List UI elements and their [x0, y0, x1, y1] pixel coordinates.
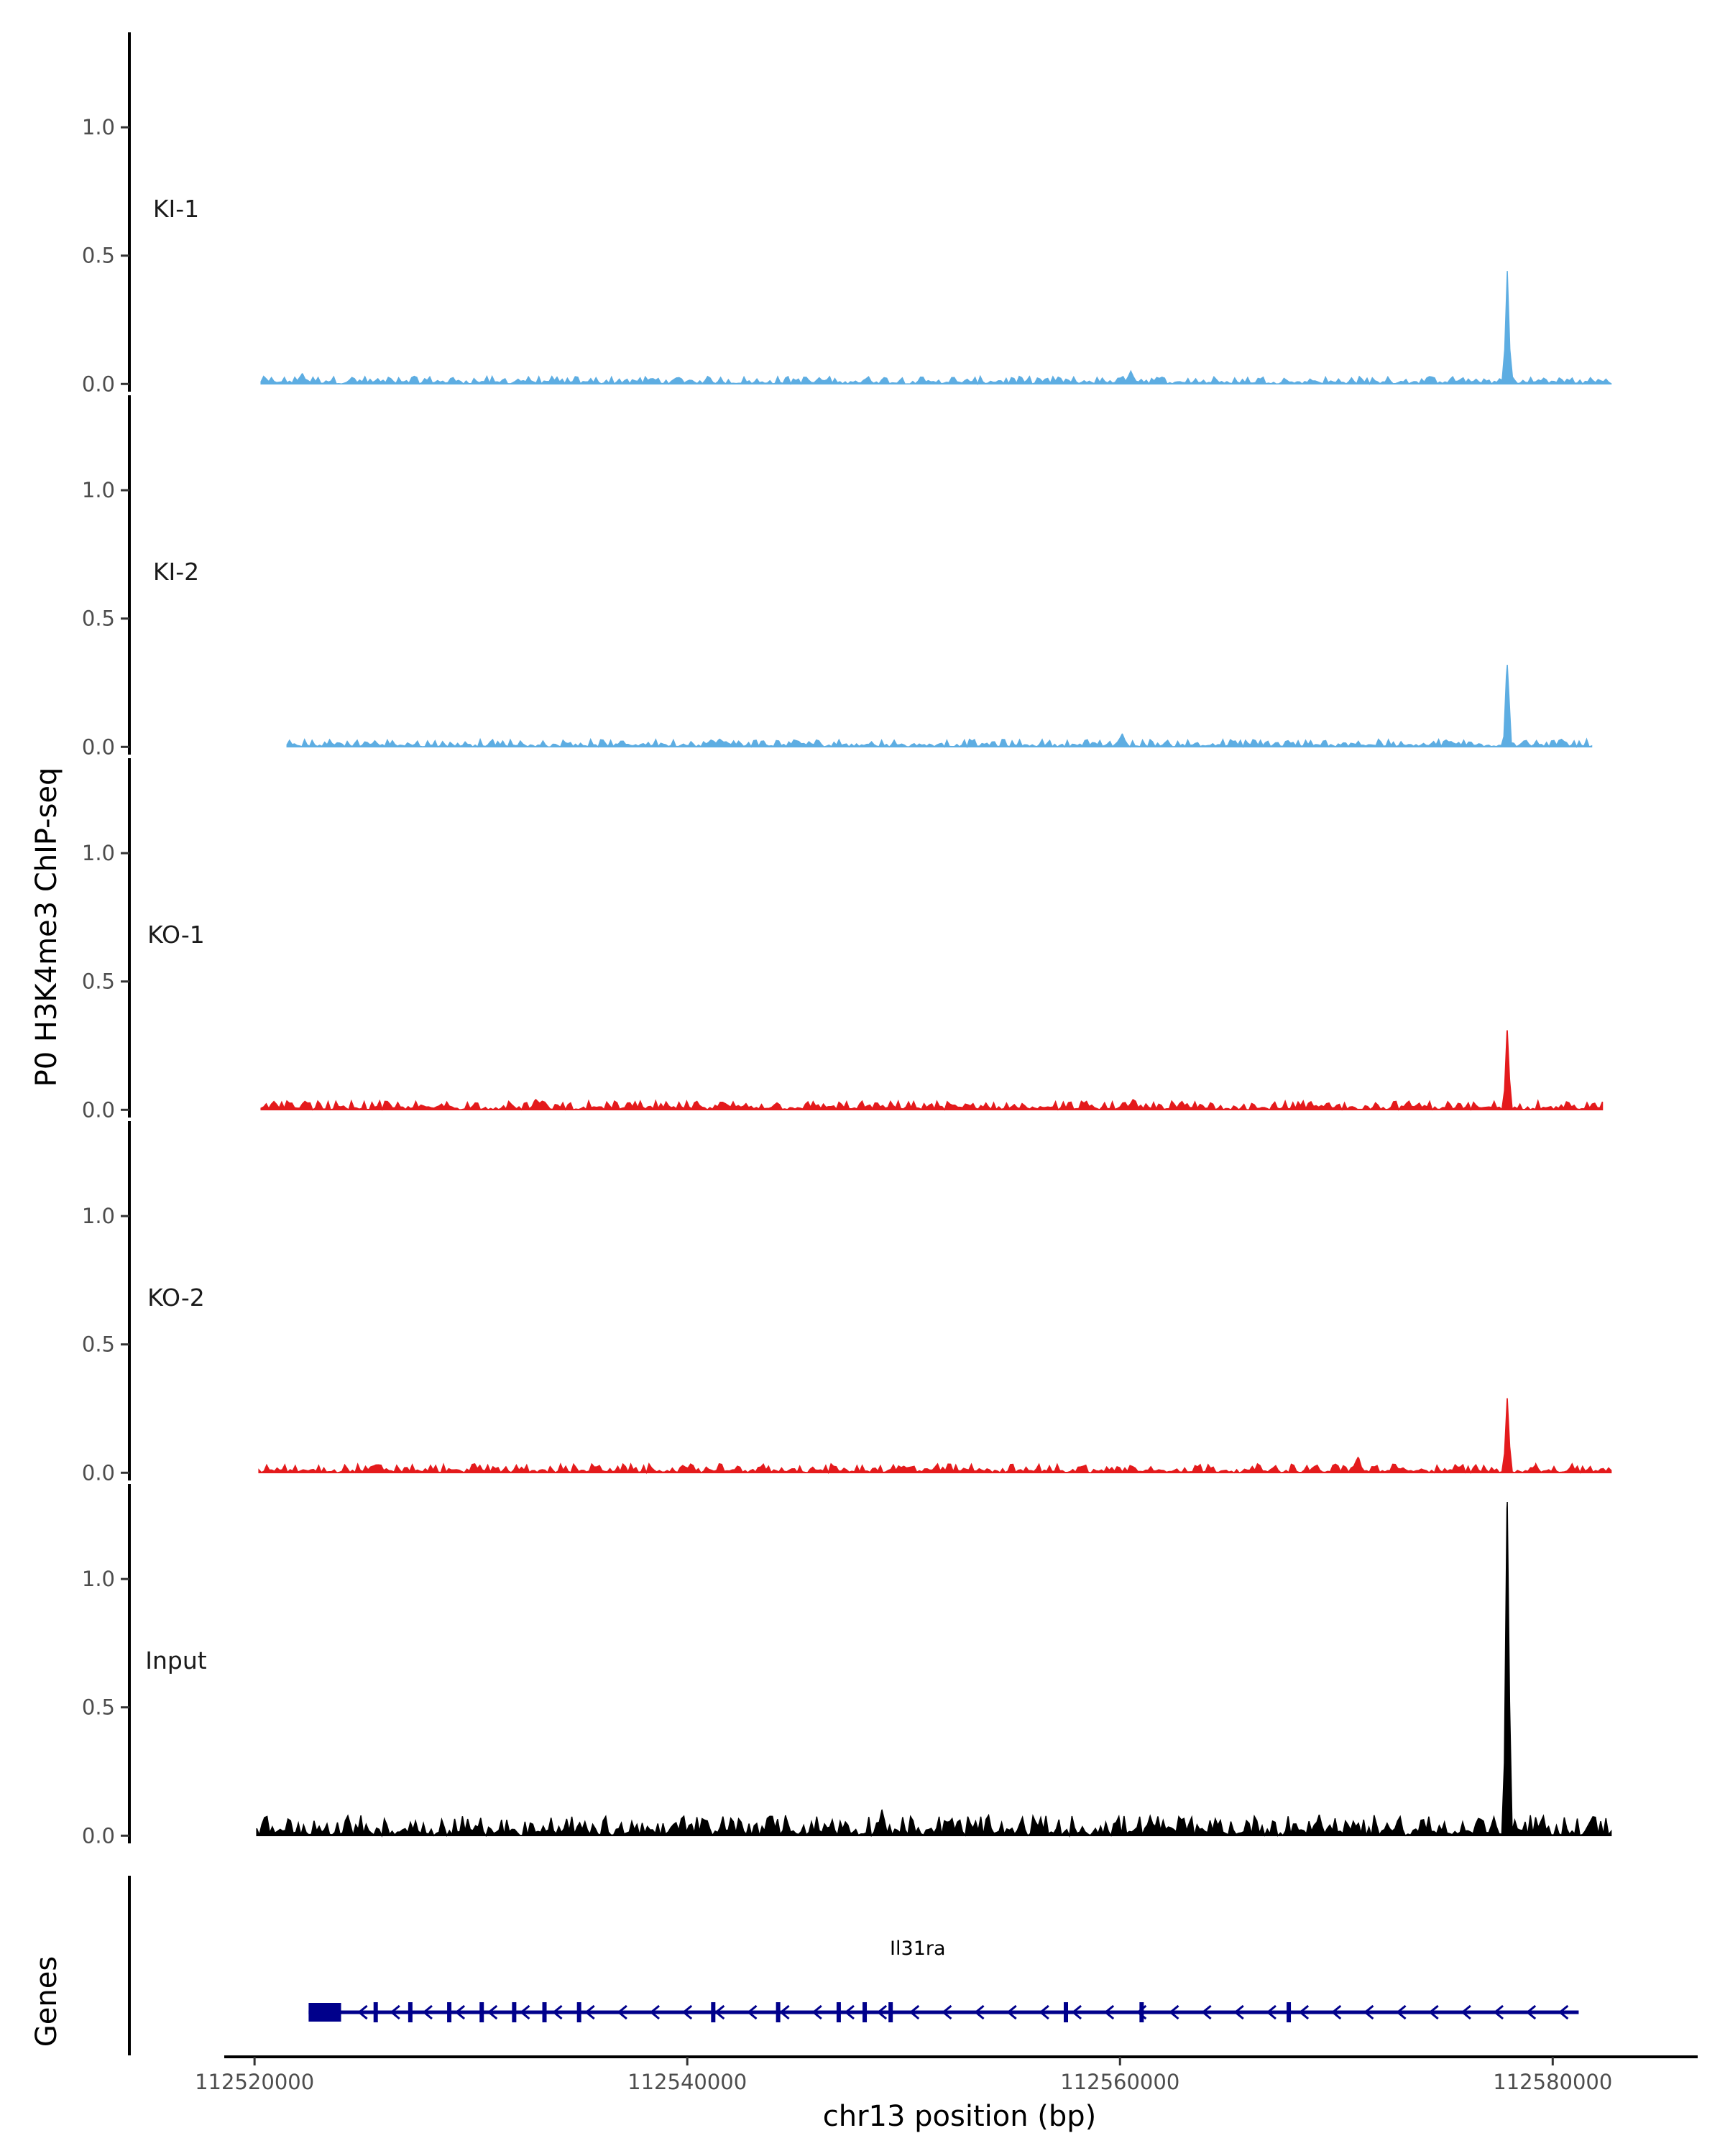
x-tick-label: 112580000	[1493, 2070, 1612, 2094]
strand-arrow	[1103, 2004, 1115, 2020]
x-axis-title: chr13 position (bp)	[823, 2100, 1097, 2133]
strand-arrow	[454, 2004, 466, 2020]
strand-arrow	[584, 2004, 595, 2020]
strand-arrow	[1233, 2004, 1244, 2020]
y-tick-label: 1.0	[82, 1567, 115, 1591]
signal-area	[260, 1030, 1604, 1111]
strand-arrow	[617, 2004, 627, 2020]
strand-arrow	[1266, 2004, 1276, 2020]
genes-axis-title: Genes	[30, 1956, 63, 2047]
strand-arrow	[1363, 2004, 1374, 2020]
x-tick-label: 112520000	[195, 2070, 314, 2094]
y-tick-label: 1.0	[82, 478, 115, 502]
strand-arrow	[1006, 2004, 1017, 2020]
strand-arrow	[844, 2004, 855, 2020]
y-tick-label: 0.0	[82, 1460, 115, 1485]
strand-arrow	[779, 2004, 790, 2020]
gene-exon	[711, 2002, 716, 2022]
gene-exon	[408, 2002, 413, 2022]
strand-arrow	[747, 2004, 758, 2020]
strand-arrow	[487, 2004, 498, 2020]
track-label: KO-1	[147, 921, 205, 949]
gene-exon	[862, 2002, 868, 2022]
gene-exon	[512, 2002, 517, 2022]
signal-area	[260, 271, 1612, 386]
tracks-layer: 0.00.51.0KI-10.00.51.0KI-20.00.51.0KO-10…	[82, 32, 1612, 1848]
y-tick-label: 1.0	[82, 841, 115, 865]
strand-arrow	[552, 2004, 563, 2020]
y-tick-label: 0.5	[82, 1332, 115, 1357]
strand-arrow	[1071, 2004, 1082, 2020]
y-tick-label: 1.0	[82, 1204, 115, 1228]
strand-arrow	[1169, 2004, 1179, 2020]
y-tick-label: 0.0	[82, 734, 115, 759]
track-label: KI-1	[153, 195, 199, 223]
track-label: KI-2	[153, 558, 199, 586]
strand-arrow	[1428, 2004, 1439, 2020]
strand-arrow	[422, 2004, 433, 2020]
y-axis-title: P0 H3K4me3 ChIP-seq	[30, 768, 63, 1087]
y-tick-label: 0.5	[82, 244, 115, 268]
x-tick-label: 112560000	[1060, 2070, 1179, 2094]
signal-area	[256, 1501, 1612, 1838]
strand-arrow	[1330, 2004, 1342, 2020]
gene-exon	[888, 2002, 893, 2022]
strand-arrow	[876, 2004, 888, 2020]
gene-exon	[373, 2002, 378, 2022]
track-ko-1: 0.0 0.5 1.0 KO-1	[82, 758, 1604, 1122]
strand-arrow	[714, 2004, 725, 2020]
gene-name-label: Il31ra	[890, 1938, 945, 1960]
gene-exon	[576, 2002, 581, 2022]
track-input: 0.0 0.5 1.0 Input	[82, 1484, 1612, 1848]
track-ki-1: 0.0 0.5 1.0 KI-1	[82, 32, 1612, 396]
strand-arrow	[942, 2004, 952, 2020]
strand-arrow	[811, 2004, 822, 2020]
gene-exon	[776, 2002, 781, 2022]
gene-utr	[308, 2003, 341, 2022]
strand-arrow	[390, 2004, 400, 2020]
gene-exon	[542, 2002, 547, 2022]
strand-arrow	[1493, 2004, 1504, 2020]
track-label: KO-2	[147, 1284, 205, 1312]
y-tick-label: 0.5	[82, 607, 115, 631]
y-tick-label: 0.0	[82, 372, 115, 396]
x-axis: 112520000 112540000 112560000 112580000	[195, 2055, 1698, 2094]
strand-arrow	[649, 2004, 660, 2020]
y-tick-label: 0.5	[82, 1695, 115, 1720]
strand-arrow	[1558, 2004, 1569, 2020]
gene-exon	[447, 2002, 452, 2022]
gene-exon	[1287, 2002, 1292, 2022]
strand-arrow	[1298, 2004, 1310, 2020]
y-tick-label: 0.0	[82, 1097, 115, 1122]
gene-exon	[836, 2002, 841, 2022]
gene-exon	[1139, 2002, 1144, 2022]
strand-arrow	[1525, 2004, 1537, 2020]
y-tick-label: 1.0	[82, 115, 115, 139]
gene-track: Il31ra	[128, 1876, 1579, 2055]
strand-arrow	[681, 2004, 693, 2020]
strand-arrow	[1460, 2004, 1471, 2020]
strand-arrow	[974, 2004, 985, 2020]
strand-arrow	[1039, 2004, 1049, 2020]
strand-arrow	[357, 2004, 368, 2020]
track-label: Input	[145, 1646, 207, 1674]
track-ko-2: 0.0 0.5 1.0 KO-2	[82, 1121, 1612, 1485]
track-ki-2: 0.0 0.5 1.0 KI-2	[82, 395, 1593, 759]
gene-exon	[479, 2002, 484, 2022]
strand-arrow	[1201, 2004, 1212, 2020]
strand-arrow	[908, 2004, 920, 2020]
x-tick-label: 112540000	[627, 2070, 747, 2094]
gene-exon	[1063, 2002, 1068, 2022]
y-tick-label: 0.5	[82, 969, 115, 994]
strand-arrow	[520, 2004, 530, 2020]
y-tick-label: 0.0	[82, 1823, 115, 1848]
signal-area	[286, 664, 1593, 749]
strand-arrow	[1136, 2004, 1147, 2020]
strand-arrow	[1396, 2004, 1407, 2020]
signal-area	[258, 1398, 1612, 1475]
